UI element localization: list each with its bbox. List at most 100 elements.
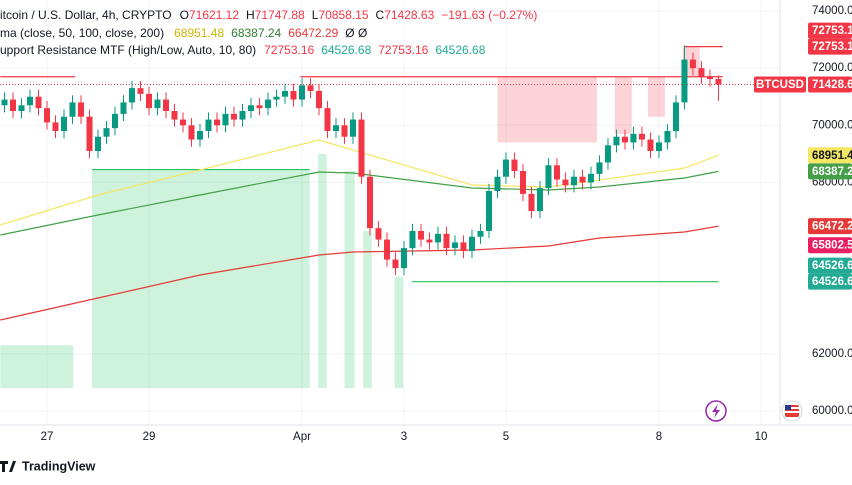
candle-body bbox=[562, 179, 569, 186]
price-label-bg bbox=[808, 22, 852, 39]
candle-body bbox=[332, 125, 339, 131]
flag-stripe[interactable] bbox=[785, 411, 799, 413]
candle-body bbox=[120, 102, 127, 114]
candle-body bbox=[86, 116, 93, 151]
candle-body bbox=[715, 78, 722, 85]
candle-body bbox=[264, 99, 271, 109]
price-label: 72753.16 bbox=[812, 41, 852, 53]
ohlc-letter: H bbox=[246, 8, 255, 22]
ohlc-letter: C bbox=[376, 8, 385, 22]
ohlc-value: 71747.88 bbox=[255, 8, 305, 22]
lightning-button[interactable] bbox=[705, 400, 727, 422]
price-label-bg bbox=[808, 38, 852, 55]
candle-body bbox=[706, 76, 713, 79]
candle-body bbox=[145, 93, 152, 109]
candle-body bbox=[179, 119, 186, 126]
y-tick-label: 62000.00 bbox=[812, 348, 852, 360]
candle-body bbox=[698, 68, 705, 77]
ohlc-letter: L bbox=[312, 8, 319, 22]
candle-body bbox=[35, 96, 42, 109]
price-label: 68951.48 bbox=[812, 150, 852, 162]
sr-value: 64526.68 bbox=[435, 43, 485, 57]
candle-body bbox=[477, 231, 484, 237]
logo-icon bbox=[0, 461, 16, 472]
candle-body bbox=[502, 159, 509, 177]
price-label: 64526.68 bbox=[812, 260, 852, 272]
candle-body bbox=[468, 236, 475, 251]
plot-area bbox=[0, 45, 780, 389]
price-label-bg bbox=[808, 76, 852, 93]
candle-body bbox=[188, 125, 195, 140]
price-label-bg bbox=[808, 218, 852, 235]
y-tick-label: 68000.00 bbox=[812, 176, 852, 188]
flag-canton[interactable] bbox=[785, 405, 791, 410]
ma-line bbox=[0, 139, 719, 226]
candle-body bbox=[94, 136, 101, 151]
flag-stripe[interactable] bbox=[785, 407, 799, 409]
candle-body bbox=[426, 239, 433, 243]
candle-body bbox=[290, 91, 297, 100]
candle-body bbox=[400, 248, 407, 269]
candle-body bbox=[341, 125, 348, 137]
candle-body bbox=[434, 233, 441, 243]
flag-button[interactable] bbox=[781, 400, 803, 422]
candle-body bbox=[1, 99, 8, 106]
candle-body bbox=[137, 88, 144, 94]
ma-value: 68387.24 bbox=[231, 26, 281, 40]
ma-line bbox=[0, 170, 719, 236]
candle-body bbox=[273, 96, 280, 100]
candle-body bbox=[213, 119, 220, 126]
price-label: 66472.29 bbox=[812, 221, 852, 233]
candle-body bbox=[672, 102, 679, 131]
x-tick-label: 29 bbox=[143, 431, 156, 443]
zone bbox=[0, 345, 74, 389]
candle-body bbox=[587, 173, 594, 183]
price-label-bg bbox=[808, 257, 852, 274]
price-label: 71428.63 bbox=[812, 79, 852, 91]
candle-body bbox=[10, 99, 17, 111]
price-label: 64526.68 bbox=[812, 276, 852, 288]
symbol-title: itcoin / U.S. Dollar, 4h, CRYPTO bbox=[0, 8, 172, 22]
price-label-bg bbox=[808, 163, 852, 180]
candle-body bbox=[664, 131, 671, 143]
candle-body bbox=[324, 108, 331, 131]
candle-body bbox=[111, 113, 118, 129]
candle-body bbox=[162, 99, 169, 111]
ohlc-value: 70858.15 bbox=[318, 8, 368, 22]
sr-value: 72753.16 bbox=[264, 43, 314, 57]
candle-body bbox=[596, 162, 603, 174]
candle-body bbox=[205, 119, 212, 131]
candle-body bbox=[443, 233, 450, 249]
legend-header: itcoin / U.S. Dollar, 4h, CRYPTO O 71621.1… bbox=[0, 8, 537, 57]
zone bbox=[614, 76, 632, 134]
candle-body bbox=[553, 165, 560, 180]
candle-body bbox=[519, 171, 526, 194]
logo: TradingView bbox=[0, 459, 96, 473]
x-tick-label: 27 bbox=[41, 431, 54, 443]
ma-value: 66472.29 bbox=[288, 26, 338, 40]
lightning-icon[interactable] bbox=[712, 404, 720, 418]
candle-body bbox=[61, 116, 68, 131]
ohlc-letter: O bbox=[180, 8, 189, 22]
candle-body bbox=[528, 193, 535, 211]
candle-body bbox=[315, 91, 322, 109]
x-tick-label: 10 bbox=[755, 431, 768, 443]
candle-body bbox=[630, 133, 637, 143]
zone bbox=[647, 76, 665, 117]
candle-body bbox=[298, 85, 305, 100]
brand: TradingView bbox=[22, 459, 96, 473]
zone bbox=[497, 76, 597, 143]
candle-body bbox=[256, 105, 263, 109]
candle-body bbox=[570, 176, 577, 186]
candle-body bbox=[409, 231, 416, 249]
candle-body bbox=[375, 228, 382, 240]
zone bbox=[363, 231, 372, 389]
candle-body bbox=[222, 113, 229, 126]
candle-body bbox=[545, 165, 552, 189]
candle-body bbox=[18, 105, 25, 111]
y-tick-label: 74000.00 bbox=[812, 5, 852, 17]
candle-body bbox=[78, 102, 85, 117]
candle-body bbox=[52, 122, 59, 131]
